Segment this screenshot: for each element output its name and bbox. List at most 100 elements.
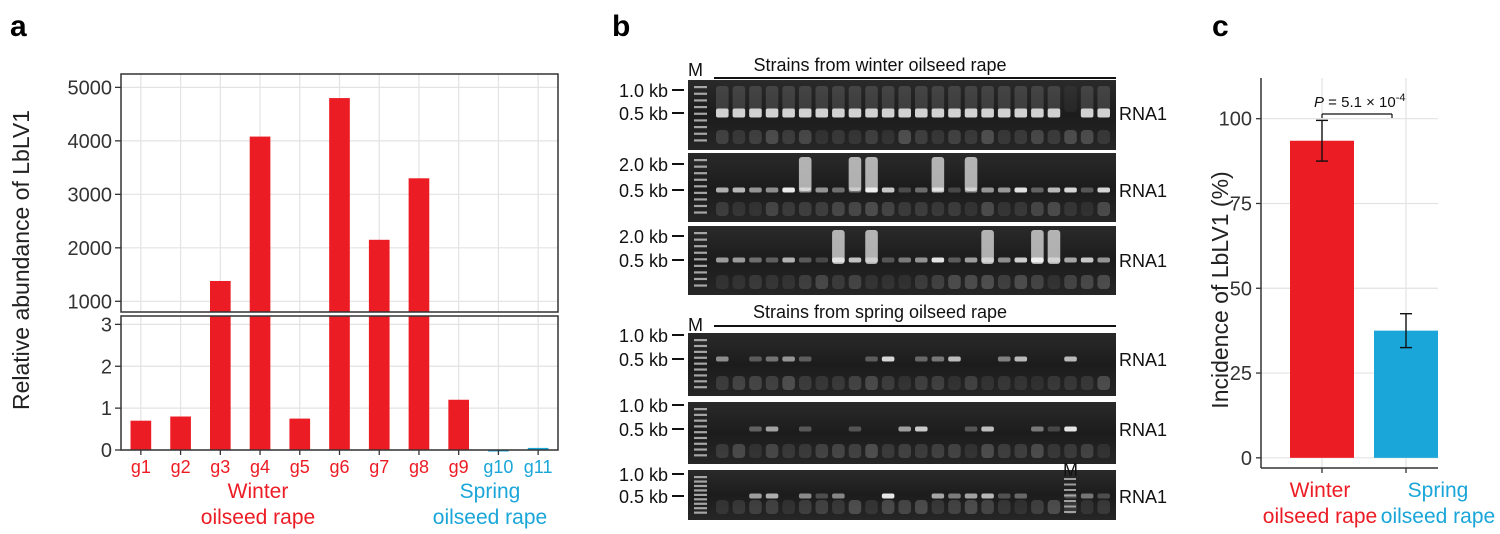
gel-lane-glow — [782, 86, 795, 112]
gel-ladder-label: 0.5 kb — [619, 487, 668, 507]
gel-sample-band — [1097, 493, 1110, 499]
gel-lane-smear — [765, 500, 779, 514]
gel-lane-smear — [881, 202, 895, 216]
gel-ladder-band — [694, 86, 707, 89]
gel-sample-band — [1014, 108, 1028, 118]
gel-lane-glow — [765, 86, 779, 112]
gel-lane-smear — [997, 202, 1011, 216]
panel-a-group-label-winter: Winter — [228, 480, 289, 503]
gel-lane-smear — [865, 444, 878, 458]
gel-ladder-band — [694, 112, 707, 115]
gel-ladder-band — [694, 106, 707, 109]
gel-sample-band — [948, 257, 961, 263]
gel-lane-smear — [1064, 130, 1077, 144]
gel-ladder-band — [694, 507, 707, 510]
panel-c-category-label: oilseed rape — [1381, 505, 1495, 528]
gel-lane-glow — [931, 86, 945, 112]
gel-lane-glow — [881, 86, 895, 112]
gel-strip-background — [688, 333, 1116, 396]
gel-lane-smear — [1047, 376, 1061, 390]
gel-sample-band — [997, 493, 1011, 499]
gel-lane-smear — [865, 500, 878, 514]
gel-ladder-band — [694, 258, 707, 261]
gel-lane-smear — [881, 444, 895, 458]
gel-ladder-band — [694, 132, 707, 135]
panel-c-p-value: P = 5.1 × 10-4 — [1314, 92, 1406, 111]
gel-lane-smear — [1080, 444, 1094, 458]
gel-lane-smear — [815, 202, 829, 216]
gel-sample-band — [1064, 356, 1077, 362]
panel-a-xtick-label: g2 — [171, 457, 191, 477]
gel-lane-smear — [782, 500, 795, 514]
panel-a-bar-g11 — [527, 447, 549, 450]
gel-ladder-band — [694, 178, 707, 181]
gel-sample-band — [1080, 257, 1094, 263]
gel-lane-smear — [898, 444, 911, 458]
panel-label-a: a — [10, 10, 27, 43]
gel-strip: M — [688, 460, 1116, 520]
gel-lane-smear — [765, 130, 779, 144]
gel-sample-band — [765, 356, 779, 362]
gel-ladder-band — [1064, 505, 1076, 508]
gel-lane-smear — [782, 202, 795, 216]
gel-sample-band — [749, 356, 762, 362]
gel-ladder-label: 1.0 kb — [619, 81, 668, 101]
gel-sample-band — [732, 108, 746, 118]
panel-a-bar-lower-g3 — [209, 316, 231, 450]
gel-lane-smear — [948, 202, 961, 216]
gel-band-label: RNA1 — [1119, 420, 1167, 440]
panel-c-category-label: oilseed rape — [1263, 505, 1377, 528]
gel-sample-band — [765, 108, 779, 118]
gel-ladder-band — [1064, 489, 1076, 491]
gel-lane-smear — [749, 202, 762, 216]
gel-ladder-label: 0.5 kb — [619, 350, 668, 370]
gel-lane-smear — [798, 130, 812, 144]
gel-sample-band — [1031, 426, 1044, 432]
gel-band-label: RNA1 — [1119, 487, 1167, 507]
gel-sample-band — [997, 187, 1011, 193]
gel-lane-glow — [832, 86, 845, 112]
gel-sample-band — [848, 426, 862, 432]
panel-c-ytick-label: 75 — [1230, 193, 1252, 215]
gel-ladder-band — [694, 498, 707, 501]
gel-sample-band — [1014, 356, 1028, 362]
panel-a-xtick-label: g7 — [369, 457, 389, 477]
panel-a-xtick-label: g5 — [290, 457, 310, 477]
panel-a-ytick-label: 1 — [101, 398, 112, 420]
gel-sample-band — [716, 108, 729, 118]
gel-ladder-label: 0.5 kb — [619, 251, 668, 271]
gel-lane-smear — [898, 376, 911, 390]
gel-strip — [688, 402, 1116, 464]
gel-ladder-band — [1064, 494, 1076, 497]
gel-lane-smear — [732, 275, 746, 289]
gel-ladder-band — [694, 339, 707, 342]
gel-lane-smear — [1031, 376, 1044, 390]
gel-ladder-band — [694, 350, 707, 353]
gel-lane-smear — [997, 130, 1011, 144]
gel-lane-glow — [1031, 86, 1044, 112]
gel-ladder-band — [694, 191, 707, 194]
gel-ladder-band — [694, 493, 707, 496]
gel-strip-background — [688, 402, 1116, 464]
gel-lane-smear — [964, 275, 978, 289]
gel-sample-band — [981, 187, 994, 193]
gel-lane-smear — [948, 500, 961, 514]
gel-sample-band — [931, 257, 945, 263]
panel-a-bar-lower-g7 — [368, 316, 390, 450]
panel-b-gel-image: Strains from winter oilseed rape M Strains… — [619, 55, 1167, 520]
gel-ladder-band — [694, 425, 707, 428]
gel-sample-band — [1014, 257, 1028, 263]
gel-lane-smear — [848, 500, 862, 514]
gel-lane-smear — [865, 202, 878, 216]
gel-lane-smear — [981, 444, 994, 458]
gel-ladder-label: 1.0 kb — [619, 326, 668, 346]
gel-block-title: Strains from winter oilseed rape — [753, 55, 1006, 75]
gel-lane-smear — [782, 444, 795, 458]
gel-ladder-band — [694, 476, 707, 479]
panel-a-bar-chart: Relative abundance of LbLV1 1000 2000 3000… — [8, 73, 559, 529]
gel-ladder-band — [694, 374, 707, 377]
panel-c-category-label: Spring — [1408, 479, 1469, 502]
gel-ladder-band — [694, 431, 707, 434]
gel-sample-band — [981, 108, 994, 118]
gel-sample-band — [1064, 426, 1077, 432]
